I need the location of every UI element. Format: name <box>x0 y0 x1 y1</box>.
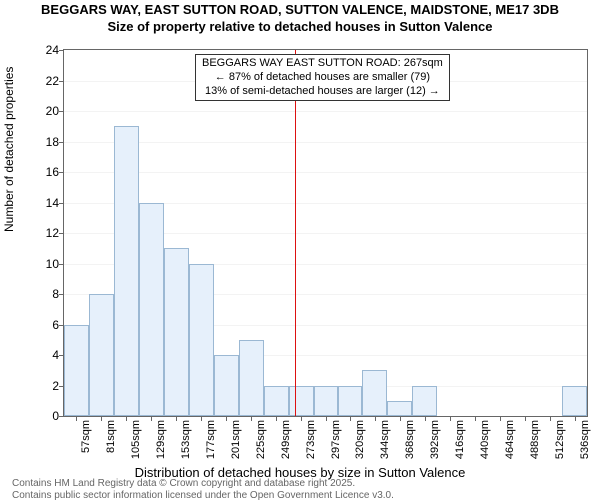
y-tick-label: 20 <box>46 104 59 118</box>
y-axis-label: Number of detached properties <box>2 67 16 232</box>
histogram-bar <box>89 294 114 416</box>
x-tick-label: 488sqm <box>529 420 541 459</box>
histogram-bar <box>239 340 264 416</box>
y-tick-label: 22 <box>46 74 59 88</box>
x-tick-label: 201sqm <box>230 420 242 459</box>
chart-title-line1: BEGGARS WAY, EAST SUTTON ROAD, SUTTON VA… <box>0 2 600 19</box>
x-tick-label: 105sqm <box>130 420 142 459</box>
x-tick-label: 57sqm <box>80 420 92 453</box>
footnote-line1: Contains HM Land Registry data © Crown c… <box>12 478 394 490</box>
annotation-line2: ← 87% of detached houses are smaller (79… <box>202 71 443 85</box>
y-tick-label: 4 <box>52 348 59 362</box>
x-tick-label: 177sqm <box>205 420 217 459</box>
x-tick-label: 153sqm <box>180 420 192 459</box>
chart-footnote: Contains HM Land Registry data © Crown c… <box>12 478 394 502</box>
histogram-bar <box>214 355 239 416</box>
x-tick-label: 368sqm <box>404 420 416 459</box>
histogram-bar <box>412 386 437 417</box>
histogram-bar <box>362 370 387 416</box>
x-tick-label: 129sqm <box>155 420 167 459</box>
x-tick-label: 81sqm <box>105 420 117 453</box>
reference-line <box>295 50 296 416</box>
y-tick-label: 24 <box>46 43 59 57</box>
x-tick-label: 440sqm <box>479 420 491 459</box>
y-tick-label: 2 <box>52 379 59 393</box>
histogram-bar <box>562 386 587 417</box>
y-tick-label: 12 <box>46 226 59 240</box>
histogram-bar <box>114 126 139 416</box>
histogram-bar <box>338 386 362 417</box>
x-tick-label: 297sqm <box>330 420 342 459</box>
y-tick-label: 6 <box>52 318 59 332</box>
x-tick-label: 249sqm <box>280 420 292 459</box>
histogram-bar <box>189 264 214 417</box>
annotation-line1: BEGGARS WAY EAST SUTTON ROAD: 267sqm <box>202 57 443 71</box>
y-tick-label: 14 <box>46 196 59 210</box>
chart-plot-area: 02468101214161820222457sqm81sqm105sqm129… <box>63 49 588 417</box>
annotation-line3: 13% of semi-detached houses are larger (… <box>202 85 443 99</box>
histogram-bar <box>64 325 89 417</box>
x-tick-label: 273sqm <box>305 420 317 459</box>
x-tick-label: 225sqm <box>255 420 267 459</box>
histogram-bar <box>289 386 314 417</box>
histogram-bar <box>264 386 289 417</box>
histogram-bar <box>387 401 412 416</box>
x-tick-label: 512sqm <box>554 420 566 459</box>
y-tick-label: 16 <box>46 165 59 179</box>
histogram-bar <box>139 203 164 417</box>
footnote-line2: Contains public sector information licen… <box>12 490 394 502</box>
x-tick-label: 392sqm <box>429 420 441 459</box>
x-tick-label: 536sqm <box>579 420 591 459</box>
y-tick-label: 8 <box>52 287 59 301</box>
chart-title-line2: Size of property relative to detached ho… <box>0 19 600 36</box>
x-tick-label: 320sqm <box>354 420 366 459</box>
histogram-bar <box>164 248 189 416</box>
y-tick-label: 18 <box>46 135 59 149</box>
y-tick-label: 10 <box>46 257 59 271</box>
annotation-box: BEGGARS WAY EAST SUTTON ROAD: 267sqm← 87… <box>195 54 450 101</box>
x-tick-label: 464sqm <box>504 420 516 459</box>
histogram-bar <box>314 386 339 417</box>
y-tick-label: 0 <box>52 409 59 423</box>
x-tick-label: 344sqm <box>379 420 391 459</box>
x-tick-label: 416sqm <box>454 420 466 459</box>
